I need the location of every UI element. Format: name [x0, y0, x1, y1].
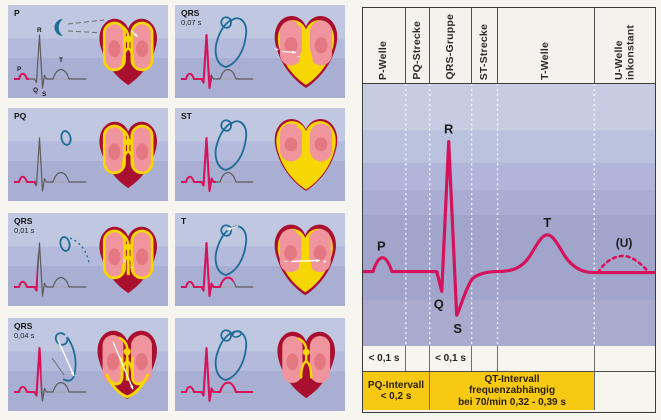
label-u-wave: (U): [616, 236, 633, 250]
phase-panel-st: ST: [175, 108, 345, 201]
heart-illustration: [277, 331, 335, 399]
phase-art-t: − +: [181, 224, 336, 298]
duration-row: < 0,1 s < 0,1 s: [363, 346, 655, 372]
heart-illustration: +−: [274, 15, 338, 88]
empty-cell: [406, 346, 430, 371]
svg-text:Q: Q: [33, 87, 38, 94]
phase-label: PQ: [14, 111, 27, 121]
phase-label: QRS 0,04 s: [14, 321, 35, 341]
p-duration-cell: < 0,1 s: [363, 346, 406, 371]
phase-panel-qrs-004: QRS 0,04 s: [8, 318, 168, 411]
empty-cell: [498, 346, 595, 371]
phase-art-pq: [14, 121, 157, 192]
phase-panel-qrs-007: QRS 0,07 s + −: [175, 5, 345, 98]
column-header-u-welle: U-Welle inkonstant: [612, 24, 636, 80]
phase-panel-t: T − +: [175, 213, 345, 306]
svg-text:S: S: [42, 91, 47, 98]
svg-text:−: −: [130, 266, 133, 272]
phase-art-qrs-004: [14, 330, 157, 402]
ecg-waveform-area: P R Q S T (U): [363, 84, 655, 346]
svg-text:+: +: [123, 259, 126, 265]
column-header-st-strecke: ST-Strecke: [472, 8, 498, 83]
phase-panel-rest: [175, 318, 345, 411]
column-header-p-welle: P-Welle: [363, 8, 406, 83]
phase-label: ST: [181, 111, 192, 121]
summary-header-row: P-Welle PQ-Strecke QRS-Gruppe ST-Strecke…: [363, 8, 655, 84]
label-s-wave: S: [453, 321, 462, 336]
heart-illustration: [274, 118, 338, 191]
phase-art-rest: [181, 329, 335, 403]
phase-label: P: [14, 8, 20, 18]
empty-cell: [595, 372, 655, 410]
label-r-wave: R: [444, 122, 454, 137]
qrs-duration-cell: < 0,1 s: [430, 346, 472, 371]
phase-art-qrs-007: +−: [181, 15, 338, 90]
u-wave-dotted: [596, 254, 651, 274]
pq-interval-cell: PQ-Intervall < 0,2 s: [363, 372, 430, 410]
phase-art-p: P R T QS: [14, 18, 157, 98]
heart-illustration: +−: [99, 226, 157, 294]
ecg-trace: [363, 139, 655, 317]
column-guides: [405, 84, 595, 346]
column-header-pq-strecke: PQ-Strecke: [406, 8, 430, 83]
svg-text:+: +: [323, 258, 327, 265]
phase-art-qrs-001: +−: [14, 226, 157, 297]
phase-panel-pq: PQ: [8, 108, 168, 201]
phase-label: QRS 0,07 s: [181, 8, 202, 28]
column-header-qrs-gruppe: QRS-Gruppe: [430, 8, 472, 83]
phase-label: QRS 0,01 s: [14, 216, 35, 236]
svg-text:−: −: [284, 258, 288, 265]
svg-text:R: R: [37, 27, 42, 34]
ecg-summary-table: P-Welle PQ-Strecke QRS-Gruppe ST-Strecke…: [362, 7, 656, 413]
ecg-waveform: P R Q S T (U): [363, 84, 655, 346]
label-t-wave: T: [543, 215, 551, 230]
heart-illustration: − +: [274, 224, 336, 296]
phase-panel-qrs-001: QRS 0,01 s + −: [8, 213, 168, 306]
empty-cell: [472, 346, 498, 371]
heart-illustration: [99, 121, 157, 189]
svg-text:P: P: [17, 66, 22, 73]
label-p-wave: P: [377, 239, 386, 254]
heart-illustration: [97, 330, 157, 400]
svg-text:−: −: [297, 54, 301, 61]
phase-label: T: [181, 216, 187, 226]
qt-interval-cell: QT-Intervall frequenzabhängig bei 70/min…: [430, 372, 595, 410]
label-q-wave: Q: [434, 296, 444, 311]
interval-row: PQ-Intervall < 0,2 s QT-Intervall freque…: [363, 372, 655, 410]
empty-cell: [595, 346, 655, 371]
svg-text:T: T: [59, 57, 63, 64]
svg-text:+: +: [275, 47, 279, 54]
phase-art-st: [181, 118, 338, 193]
heart-illustration: [99, 18, 157, 86]
column-header-t-welle: T-Welle: [498, 8, 595, 83]
